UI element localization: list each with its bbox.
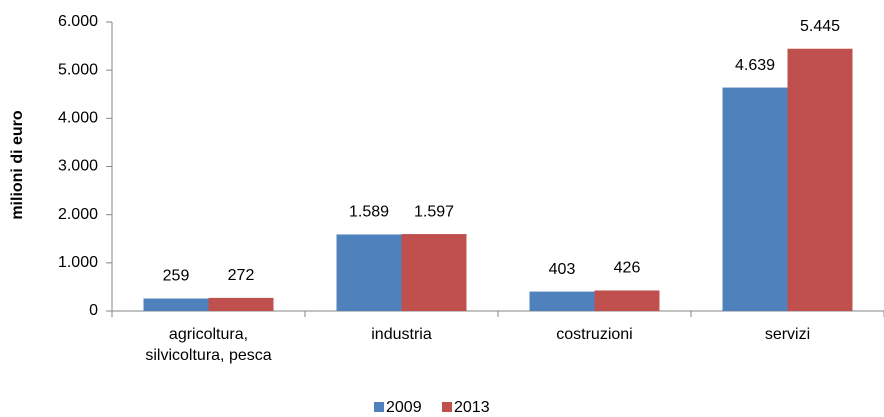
y-tick-label: 5.000: [58, 61, 98, 78]
legend-swatch: [442, 402, 452, 412]
y-tick-label: 1.000: [58, 254, 98, 271]
y-axis-label: milioni di euro: [9, 110, 26, 220]
bar: [336, 234, 402, 311]
value-label: 426: [614, 260, 641, 277]
x-tick-label: agricoltura, silvicoltura, pesca: [145, 326, 271, 364]
value-label: 272: [228, 267, 255, 284]
y-tick-label: 0: [89, 302, 98, 319]
legend-label: 2009: [386, 399, 422, 416]
x-tick-label: servizi: [765, 326, 810, 343]
bar: [208, 297, 274, 311]
bar: [787, 48, 853, 312]
y-tick-label: 2.000: [58, 206, 98, 223]
bar: [143, 298, 209, 311]
value-label: 259: [163, 268, 190, 285]
bar: [722, 87, 788, 311]
bar: [594, 290, 660, 311]
y-tick-label: 6.000: [58, 13, 98, 30]
value-label: 403: [549, 261, 576, 278]
y-tick-label: 4.000: [58, 110, 98, 127]
legend-swatch: [374, 402, 384, 412]
x-tick-label: costruzioni: [556, 326, 632, 343]
value-label: 4.639: [735, 57, 775, 74]
value-label: 1.597: [414, 203, 454, 220]
bar: [529, 291, 595, 311]
legend-label: 2013: [454, 399, 490, 416]
bar: [401, 234, 467, 311]
x-tick-label: industria: [371, 326, 432, 343]
y-tick-label: 3.000: [58, 158, 98, 175]
value-label: 5.445: [800, 18, 840, 35]
value-label: 1.589: [349, 204, 389, 221]
